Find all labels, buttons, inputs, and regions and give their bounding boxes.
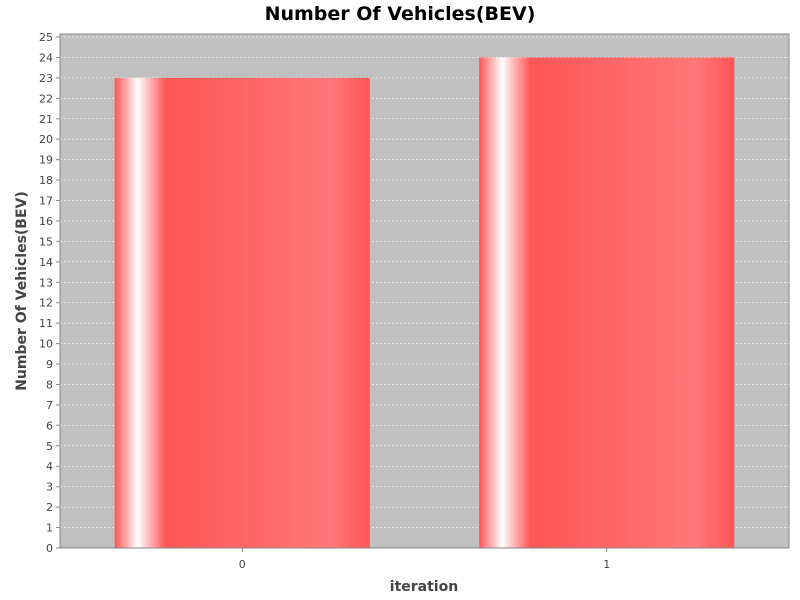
y-tick-label: 24 [39, 51, 53, 64]
x-tick-label: 0 [239, 558, 246, 571]
y-tick-label: 7 [46, 399, 53, 412]
y-tick-label: 13 [39, 276, 53, 289]
bar [114, 77, 370, 548]
bars [114, 57, 735, 548]
y-tick-label: 11 [39, 317, 53, 330]
y-tick-label: 1 [46, 522, 53, 535]
x-axis-label: iteration [390, 579, 458, 595]
x-tick-label: 1 [603, 558, 610, 571]
y-tick-label: 18 [39, 174, 53, 187]
y-tick-label: 16 [39, 215, 53, 228]
y-tick-label: 19 [39, 154, 53, 167]
bar [479, 57, 735, 548]
y-tick-label: 12 [39, 297, 53, 310]
y-tick-label: 23 [39, 72, 53, 85]
y-tick-label: 4 [46, 460, 53, 473]
y-tick-label: 10 [39, 338, 53, 351]
y-tick-label: 5 [46, 440, 53, 453]
y-tick-label: 9 [46, 358, 53, 371]
y-tick-label: 25 [39, 31, 53, 44]
y-tick-label: 21 [39, 113, 53, 126]
y-tick-label: 14 [39, 256, 53, 269]
y-tick-label: 3 [46, 481, 53, 494]
y-tick-label: 2 [46, 501, 53, 514]
y-tick-label: 15 [39, 235, 53, 248]
chart-title: Number Of Vehicles(BEV) [265, 3, 536, 25]
y-tick-label: 0 [46, 542, 53, 555]
y-tick-label: 8 [46, 378, 53, 391]
y-tick-label: 20 [39, 133, 53, 146]
y-tick-label: 6 [46, 419, 53, 432]
y-tick-label: 17 [39, 195, 53, 208]
y-tick-label: 22 [39, 92, 53, 105]
y-axis-label: Number Of Vehicles(BEV) [14, 191, 30, 391]
y-axis-ticks: 0123456789101112131415161718192021222324… [39, 31, 60, 555]
